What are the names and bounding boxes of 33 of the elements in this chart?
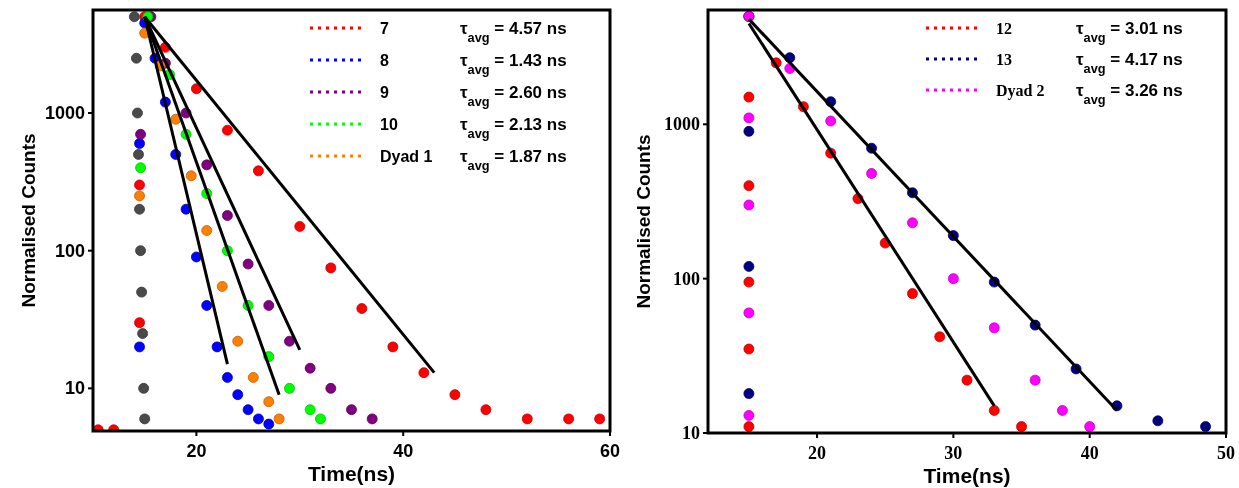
annotation: τ$_{avg}$ = 1.87 ns	[460, 147, 567, 173]
legend-label: 9	[380, 84, 389, 101]
y-tick-label: 1000	[664, 114, 700, 135]
annotation: τ$_{avg}$ = 1.43 ns	[460, 51, 567, 77]
annotation: τ$_{avg}$ = 4.17 ns	[1076, 50, 1183, 76]
legend-label: 12	[996, 20, 1012, 37]
legend-label: 8	[380, 52, 389, 69]
x-tick-label: 20	[808, 443, 827, 463]
x-tick-label: 40	[393, 441, 414, 461]
y-tick-label: 100	[673, 268, 700, 289]
x-tick-label: 30	[944, 443, 963, 463]
annotation: τ$_{avg}$ = 2.60 ns	[460, 83, 567, 109]
x-tick-label: 60	[599, 441, 621, 461]
y-axis-title: Normalised Counts	[18, 133, 39, 308]
x-tick-label: 20	[186, 441, 207, 461]
legend-label: Dyad 2	[996, 82, 1045, 100]
y-axis-title: Normalised Counts	[633, 134, 654, 309]
y-tick-label: 10	[682, 423, 700, 443]
x-axis-title: Time(ns)	[307, 462, 396, 485]
annotation: τ$_{avg}$ = 4.57 ns	[460, 19, 567, 45]
y-tick-label: 10	[64, 378, 85, 399]
x-axis-title: Time(ns)	[923, 464, 1011, 487]
x-tick-label: 50	[1217, 443, 1235, 463]
legend-label: Dyad 1	[380, 148, 433, 165]
annotation: τ$_{avg}$ = 3.01 ns	[1076, 19, 1183, 45]
annotation: τ$_{avg}$ = 3.26 ns	[1076, 81, 1183, 107]
y-tick-label: 100	[54, 240, 85, 261]
legend-label: 13	[996, 51, 1012, 68]
annotation: τ$_{avg}$ = 2.13 ns	[460, 115, 567, 141]
legend-label: 7	[380, 20, 389, 37]
x-tick-label: 40	[1080, 443, 1099, 463]
y-tick-label: 1000	[44, 103, 85, 123]
legend-label: 10	[380, 116, 398, 133]
